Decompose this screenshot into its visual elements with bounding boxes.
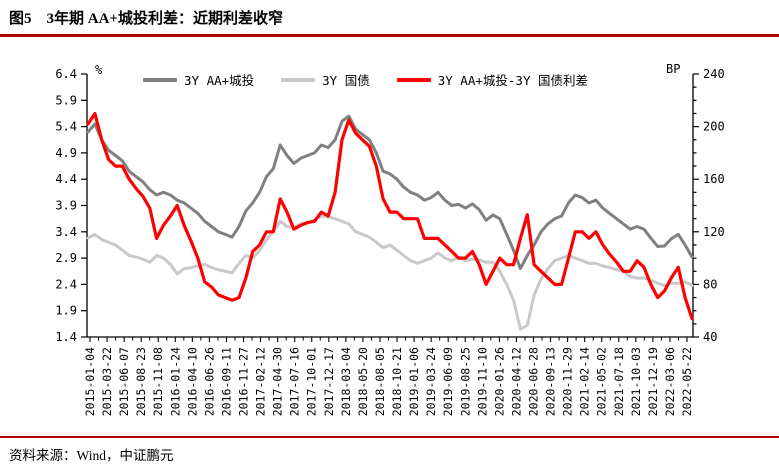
x-axis-label: 2016-06-26 bbox=[202, 347, 216, 416]
left-axis-tick-label: 1.4 bbox=[55, 330, 77, 344]
left-axis-tick-label: 4.4 bbox=[55, 172, 77, 186]
left-axis-tick-label: 2.9 bbox=[55, 251, 77, 265]
x-axis-label: 2021-05-02 bbox=[595, 347, 609, 416]
x-axis-label: 2018-10-21 bbox=[390, 347, 404, 416]
left-axis-tick-label: 1.9 bbox=[55, 304, 77, 318]
x-axis-label: 2020-09-13 bbox=[544, 347, 558, 416]
legend-line-swatch bbox=[396, 77, 431, 82]
x-axis-label: 2021-07-18 bbox=[612, 347, 626, 416]
left-axis-tick-label: 2.4 bbox=[55, 277, 77, 291]
right-axis-tick-label: 40 bbox=[703, 330, 717, 344]
figure-title: 图5 3年期 AA+城投利差：近期利差收窄 bbox=[9, 7, 283, 28]
chart-legend: 3Y AA+城投 3Y 国债 3Y AA+城投-3Y 国债利差 bbox=[143, 70, 588, 89]
x-axis-label: 2022-05-22 bbox=[680, 347, 694, 416]
x-axis-label: 2016-11-27 bbox=[237, 347, 251, 416]
left-axis-tick-label: 3.9 bbox=[55, 199, 77, 213]
x-axis-label: 2020-01-26 bbox=[492, 347, 506, 416]
x-axis-label: 2019-03-24 bbox=[424, 347, 438, 416]
x-axis-label: 2015-08-23 bbox=[134, 347, 148, 416]
left-axis-tick-label: 5.4 bbox=[55, 120, 77, 134]
left-axis-tick-label: 5.9 bbox=[55, 93, 77, 107]
x-axis-label: 2015-11-08 bbox=[151, 347, 165, 416]
x-axis-label: 2019-06-09 bbox=[441, 347, 455, 416]
right-axis-tick-label: 160 bbox=[703, 172, 725, 186]
left-axis-tick-label: 4.9 bbox=[55, 146, 77, 160]
left-axis-unit-label: % bbox=[95, 63, 103, 77]
x-axis-label: 2015-06-07 bbox=[117, 347, 131, 416]
top-divider bbox=[0, 34, 779, 37]
left-axis-tick-label: 6.4 bbox=[55, 67, 77, 81]
legend-line-swatch bbox=[281, 77, 316, 82]
x-axis-label: 2021-10-03 bbox=[629, 347, 643, 416]
x-axis-label: 2019-08-25 bbox=[458, 347, 472, 416]
x-axis-label: 2020-04-12 bbox=[509, 347, 523, 416]
x-axis-label: 2021-12-19 bbox=[646, 347, 660, 416]
legend-label: 3Y AA+城投 bbox=[184, 73, 255, 88]
x-axis-label: 2020-06-28 bbox=[526, 347, 540, 416]
x-axis-label: 2015-01-04 bbox=[83, 347, 97, 416]
right-axis-unit-label: BP bbox=[666, 62, 681, 76]
x-axis-label: 2018-05-20 bbox=[356, 347, 370, 416]
x-axis-label: 2022-03-06 bbox=[663, 347, 677, 416]
x-axis-label: 2015-03-22 bbox=[100, 347, 114, 416]
legend-item-aa-chengtou: 3Y AA+城投 bbox=[143, 70, 254, 89]
figure-number: 图5 bbox=[9, 11, 32, 27]
x-axis-label: 2019-01-06 bbox=[407, 347, 421, 416]
x-axis-label: 2017-02-12 bbox=[254, 347, 268, 416]
series-line-1 bbox=[86, 114, 694, 271]
legend-line-swatch bbox=[143, 77, 177, 82]
x-axis-label: 2018-08-05 bbox=[373, 347, 387, 416]
x-axis-label: 2021-02-14 bbox=[578, 347, 592, 416]
x-axis-label: 2017-10-01 bbox=[305, 347, 319, 416]
legend-label: 3Y AA+城投-3Y 国债利差 bbox=[437, 73, 588, 88]
x-axis-label: 2019-11-10 bbox=[475, 347, 489, 416]
x-axis-label: 2018-03-04 bbox=[339, 347, 353, 416]
right-axis-tick-label: 80 bbox=[703, 277, 717, 291]
legend-item-treasury: 3Y 国债 bbox=[281, 70, 370, 89]
left-axis-tick-label: 3.4 bbox=[55, 225, 77, 239]
x-axis-label: 2016-01-24 bbox=[168, 347, 182, 416]
x-axis-label: 2017-07-16 bbox=[288, 347, 302, 416]
right-axis-tick-label: 120 bbox=[703, 225, 725, 239]
series-line-2 bbox=[86, 214, 694, 331]
bottom-divider bbox=[0, 436, 779, 438]
figure-title-text: 3年期 AA+城投利差：近期利差收窄 bbox=[46, 11, 283, 27]
x-axis-label: 2020-11-29 bbox=[561, 347, 575, 416]
right-axis-tick-label: 240 bbox=[703, 67, 725, 81]
right-axis-tick-label: 200 bbox=[703, 120, 725, 134]
x-axis-label: 2016-04-10 bbox=[185, 347, 199, 416]
x-axis-label: 2017-12-17 bbox=[322, 347, 336, 416]
x-axis-label: 2017-04-30 bbox=[271, 347, 285, 416]
x-axis-label: 2016-09-11 bbox=[219, 347, 233, 416]
series-line-3 bbox=[86, 111, 694, 321]
legend-item-spread: 3Y AA+城投-3Y 国债利差 bbox=[396, 70, 588, 89]
legend-label: 3Y 国债 bbox=[322, 73, 370, 88]
source-note: 资料来源：Wind，中证鹏元 bbox=[9, 448, 174, 463]
